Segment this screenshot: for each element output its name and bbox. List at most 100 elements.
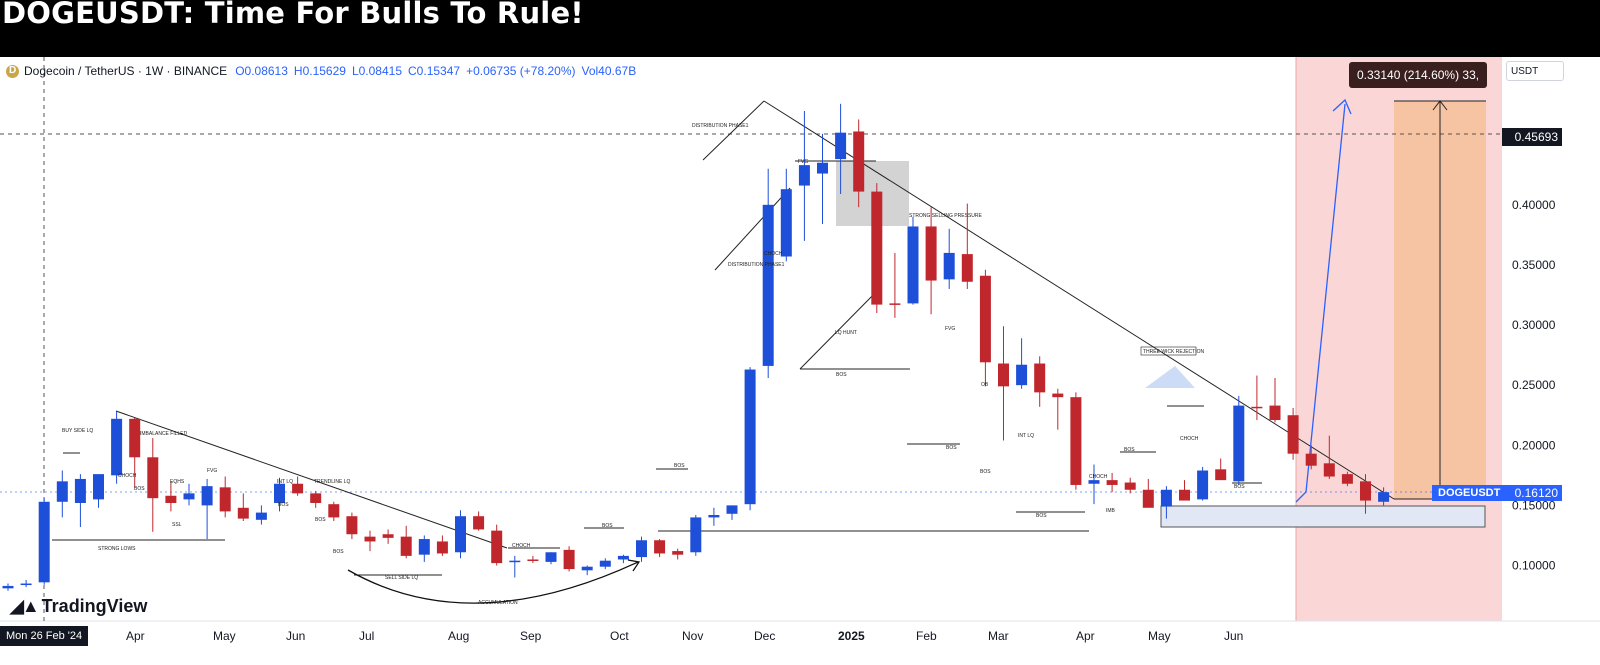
open-value: O0.08613 <box>235 64 288 78</box>
candle-body[interactable] <box>617 555 629 560</box>
candle-body[interactable] <box>20 583 32 586</box>
candle-body[interactable] <box>581 566 593 571</box>
candle-body[interactable] <box>726 505 738 514</box>
candle-body[interactable] <box>798 165 810 186</box>
candle-body[interactable] <box>509 560 521 563</box>
candles[interactable] <box>2 103 1390 591</box>
candle-body[interactable] <box>599 560 611 567</box>
lq-hunt-line <box>799 285 883 370</box>
candle-body[interactable] <box>690 517 702 553</box>
candle-body[interactable] <box>943 252 955 280</box>
candle-body[interactable] <box>436 541 448 554</box>
candle-body[interactable] <box>1323 463 1335 477</box>
annotation: INT LQ <box>1018 433 1034 439</box>
x-tick-label: Mar <box>988 629 1009 643</box>
candle-body[interactable] <box>129 418 141 458</box>
candle-body[interactable] <box>1233 405 1245 482</box>
candle-body[interactable] <box>979 275 991 363</box>
currency-selector[interactable]: USDT <box>1506 61 1564 81</box>
candle-body[interactable] <box>382 534 394 538</box>
tradingview-logo[interactable]: ◢▲ TradingView <box>10 596 147 617</box>
annotation: BOS <box>278 502 289 508</box>
candle-body[interactable] <box>563 549 575 570</box>
candle-body[interactable] <box>74 478 86 503</box>
candle-body[interactable] <box>744 369 756 505</box>
candle-body[interactable] <box>527 559 539 561</box>
candle-body[interactable] <box>1124 482 1136 490</box>
candle-body[interactable] <box>292 483 304 494</box>
candle-body[interactable] <box>2 585 14 589</box>
candle-body[interactable] <box>1160 489 1172 507</box>
candle-body[interactable] <box>310 493 322 503</box>
candle-body[interactable] <box>418 539 430 555</box>
candle-body[interactable] <box>961 254 973 282</box>
candle-body[interactable] <box>817 162 828 174</box>
candle-body[interactable] <box>907 226 919 304</box>
candle-body[interactable] <box>255 512 267 520</box>
symbol-legend[interactable]: Dogecoin / TetherUS · 1W · BINANCE O0.08… <box>6 62 642 80</box>
y-tick-label: 0.40000 <box>1512 198 1556 212</box>
symbol-label[interactable]: Dogecoin / TetherUS · 1W · BINANCE <box>24 64 228 78</box>
candle-body[interactable] <box>1179 489 1190 501</box>
candle-body[interactable] <box>654 540 666 554</box>
candle-body[interactable] <box>364 536 376 542</box>
candle-body[interactable] <box>871 191 883 305</box>
candle-body[interactable] <box>545 552 557 562</box>
candle-body[interactable] <box>889 303 901 305</box>
candle-body[interactable] <box>1052 393 1064 398</box>
candle-body[interactable] <box>1287 415 1299 454</box>
candle-body[interactable] <box>1305 453 1317 466</box>
candle-body[interactable] <box>219 487 231 512</box>
accumulation-arrowhead <box>627 559 641 572</box>
candle-body[interactable] <box>183 493 195 500</box>
annotation: BOS <box>674 463 685 469</box>
annotation: CHOCH <box>764 251 783 257</box>
candle-body[interactable] <box>346 516 358 535</box>
candle-body[interactable] <box>165 495 177 503</box>
candle-body[interactable] <box>1034 363 1046 393</box>
x-tick-label: May <box>1148 629 1171 643</box>
price-scale[interactable] <box>1502 57 1600 665</box>
candle-body[interactable] <box>328 504 340 518</box>
candle-body[interactable] <box>1016 364 1028 386</box>
candle-body[interactable] <box>835 132 847 160</box>
candle-body[interactable] <box>762 204 774 366</box>
price-chart[interactable]: BUY SIDE LQ IMBALANCE FILLED BOS CHOCH F… <box>0 57 1600 665</box>
candle-body[interactable] <box>925 226 937 281</box>
candle-body[interactable] <box>201 486 213 506</box>
candle-body[interactable] <box>1142 489 1154 508</box>
candle-body[interactable] <box>56 481 68 502</box>
candle-body[interactable] <box>672 551 684 555</box>
candle-body[interactable] <box>1088 480 1100 484</box>
candle-body[interactable] <box>1341 474 1353 484</box>
candle-body[interactable] <box>1106 480 1118 485</box>
candle-body[interactable] <box>473 516 485 530</box>
candle-body[interactable] <box>708 515 720 518</box>
candle-body[interactable] <box>998 363 1009 387</box>
volume-value: Vol40.67B <box>581 64 637 78</box>
time-scale[interactable] <box>0 621 1600 665</box>
candle-body[interactable] <box>853 131 865 192</box>
candle-body[interactable] <box>1215 469 1227 481</box>
candle-body[interactable] <box>38 501 50 583</box>
candle-body[interactable] <box>1269 405 1281 421</box>
candle-body[interactable] <box>1197 470 1209 500</box>
y-tick-label: 0.10000 <box>1512 559 1556 573</box>
candle-body[interactable] <box>455 516 466 553</box>
plot-area[interactable] <box>0 57 1502 621</box>
candle-body[interactable] <box>274 483 285 503</box>
candle-body[interactable] <box>237 507 249 519</box>
annotation: OB <box>981 382 989 388</box>
candle-body[interactable] <box>111 418 123 476</box>
candle-body[interactable] <box>1070 397 1082 485</box>
candle-body[interactable] <box>491 530 503 564</box>
candle-body[interactable] <box>93 474 104 500</box>
candle-body[interactable] <box>147 457 159 499</box>
candle-body[interactable] <box>636 540 647 558</box>
annotation: BOS <box>1234 484 1245 490</box>
candle-body[interactable] <box>1360 481 1371 501</box>
candle-body[interactable] <box>1378 492 1390 502</box>
candle-body[interactable] <box>400 536 412 556</box>
candle-body[interactable] <box>780 189 792 257</box>
candle-body[interactable] <box>1251 406 1263 409</box>
